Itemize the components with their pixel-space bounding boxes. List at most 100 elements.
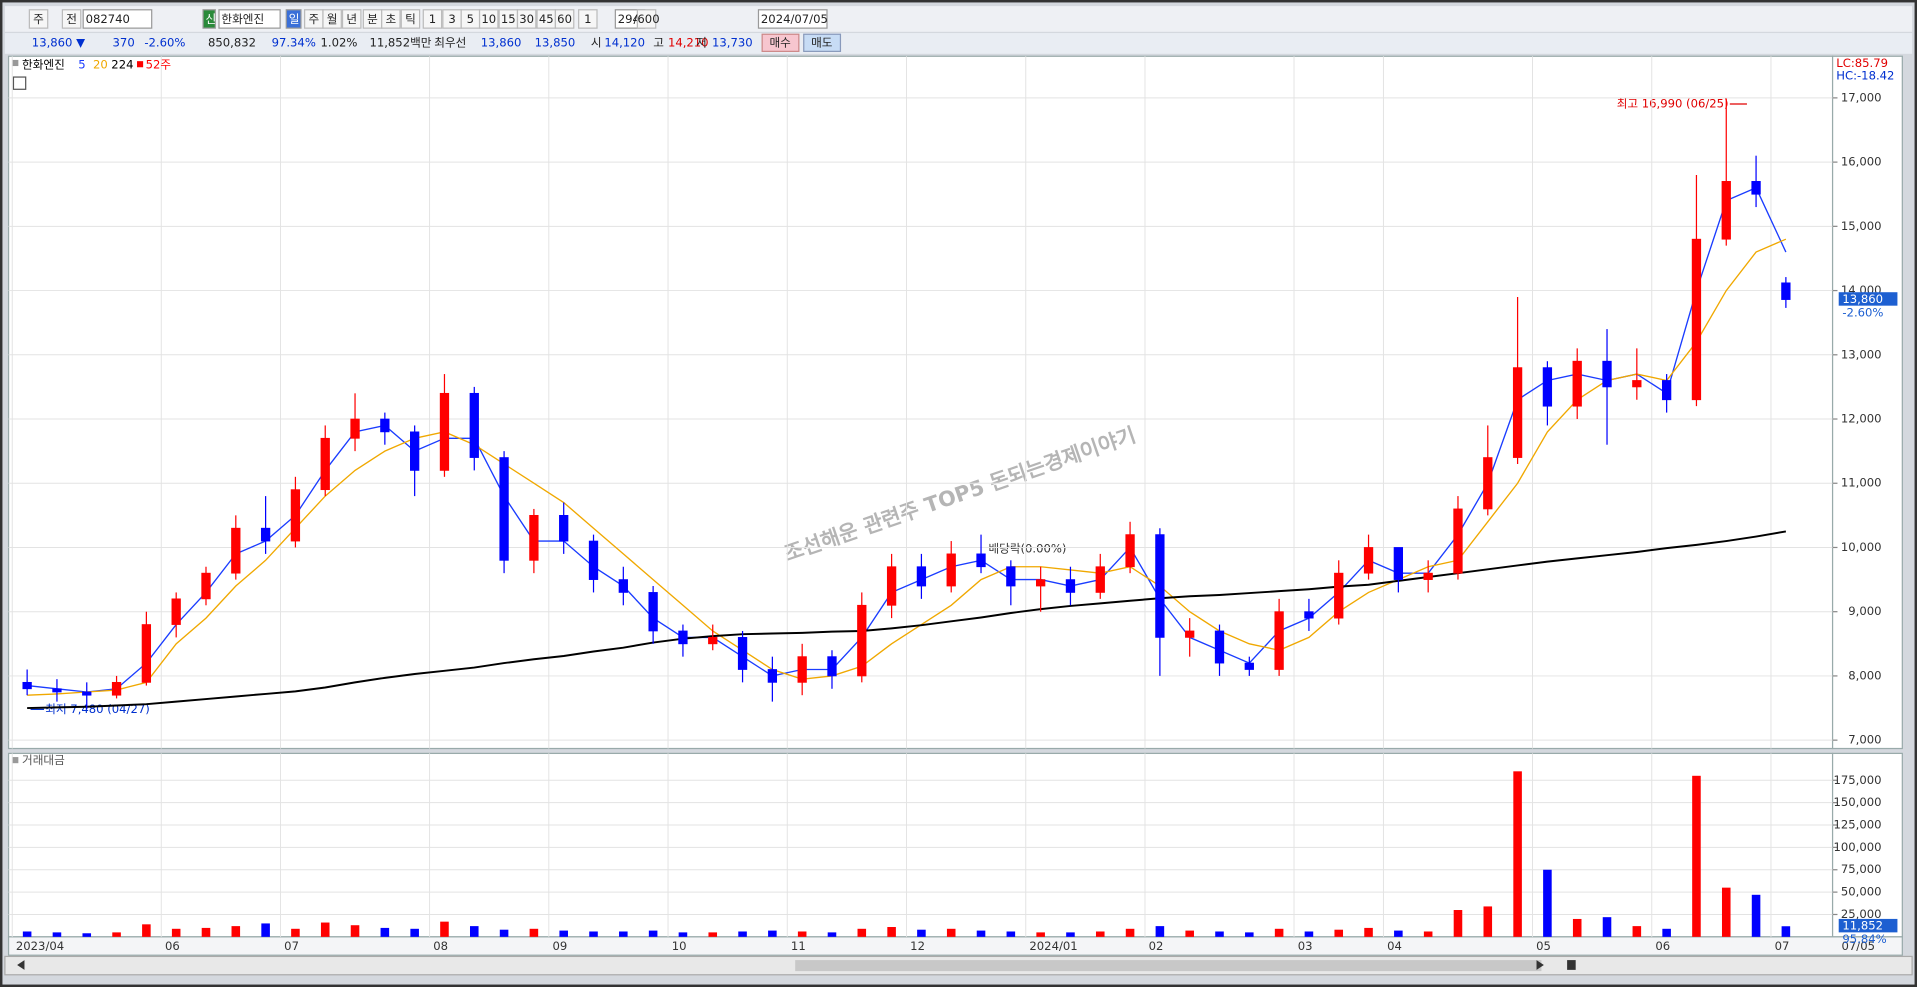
toolbar-box[interactable] xyxy=(82,9,153,29)
x-tick-label: 2023/04 xyxy=(16,939,64,953)
y-tick-label: 13,000 xyxy=(1841,347,1882,361)
quote-item: 13,730 xyxy=(712,35,753,49)
toolbar-item[interactable]: 초 xyxy=(386,12,397,26)
toolbar-item[interactable]: 월 xyxy=(327,12,338,26)
x-tick-label: 12 xyxy=(910,939,925,953)
y-tick-label: 50,000 xyxy=(1841,885,1882,899)
volume-bar xyxy=(1125,928,1135,937)
toolbar-box[interactable] xyxy=(285,9,302,29)
toolbar-button[interactable] xyxy=(61,9,82,29)
toolbar-button[interactable] xyxy=(28,9,49,29)
toolbar-item[interactable]: 한화엔진 xyxy=(221,12,264,26)
quote-item: 13,860 ▼ xyxy=(32,35,85,49)
toolbar-item[interactable]: 5 xyxy=(467,12,474,26)
toolbar-item[interactable]: 1 xyxy=(584,12,591,26)
volume-bar xyxy=(469,926,479,937)
toolbar-box[interactable] xyxy=(757,9,828,29)
quote-item: 고 xyxy=(653,35,664,49)
sell-button[interactable] xyxy=(803,33,842,52)
scroll-right[interactable] xyxy=(1536,960,1544,970)
volume-bar xyxy=(1572,918,1582,937)
toolbar-item[interactable]: 틱 xyxy=(405,12,416,26)
candle-body xyxy=(827,656,837,677)
panel-icon[interactable] xyxy=(12,76,27,90)
toolbar-item[interactable]: 일 xyxy=(289,12,300,26)
candle-body xyxy=(886,566,897,606)
volume-bar xyxy=(1274,928,1284,937)
toolbar-item[interactable]: 년 xyxy=(346,12,357,26)
scroll-left[interactable] xyxy=(17,960,25,970)
toolbar-box[interactable] xyxy=(218,9,281,29)
ma-line xyxy=(27,238,1787,696)
volume-bar xyxy=(499,929,509,937)
candle-body xyxy=(976,553,986,568)
buy-button[interactable] xyxy=(761,33,800,52)
legend-entry: 224 xyxy=(111,57,133,71)
y-tick-label: 100,000 xyxy=(1834,840,1882,854)
toolbar-button[interactable] xyxy=(341,9,362,29)
toolbar-item[interactable]: 주 xyxy=(33,12,44,26)
quote-item: 97.34% xyxy=(272,35,316,49)
scroll-thumb[interactable] xyxy=(795,960,1542,972)
legend-swatch xyxy=(137,61,144,68)
quote-item: 11,852백만 xyxy=(369,35,431,49)
stop-button[interactable] xyxy=(1567,960,1576,970)
x-tick-label: 03 xyxy=(1298,939,1313,953)
toolbar-button[interactable] xyxy=(381,9,401,29)
toolbar-button[interactable] xyxy=(578,9,598,29)
candle-body xyxy=(946,553,956,587)
candle-body xyxy=(1125,534,1135,568)
toolbar-button[interactable] xyxy=(422,9,443,29)
toolbar-item[interactable]: 294 xyxy=(618,12,640,26)
y-tick-label: 11,000 xyxy=(1841,476,1882,490)
volume-bar xyxy=(261,923,270,937)
toolbar-item[interactable]: 주 xyxy=(308,12,319,26)
toolbar-item[interactable]: 신 xyxy=(206,12,217,26)
volume-bar xyxy=(1543,869,1552,937)
lc-label: LC:85.79 xyxy=(1836,56,1888,70)
toolbar-button[interactable] xyxy=(516,9,537,29)
candle-body xyxy=(1334,572,1344,619)
quote-item[interactable]: 매수 xyxy=(769,35,791,49)
last-date: 07/05 xyxy=(1842,939,1875,953)
toolbar-button[interactable] xyxy=(478,9,499,29)
volume-bar xyxy=(1304,931,1314,937)
toolbar-item[interactable]: 분 xyxy=(367,12,378,26)
toolbar-box[interactable] xyxy=(202,9,216,29)
toolbar-item[interactable]: 15 xyxy=(501,12,516,26)
toolbar-item[interactable]: 2024/07/05 xyxy=(761,12,828,26)
x-tick-label: 2024/01 xyxy=(1029,939,1077,953)
volume-bar xyxy=(142,924,151,937)
volume-bar xyxy=(559,930,568,937)
toolbar-item[interactable]: 60 xyxy=(557,12,572,26)
candle-body xyxy=(171,598,181,625)
toolbar-button[interactable] xyxy=(636,9,657,29)
candle-body xyxy=(22,681,32,690)
candle-body xyxy=(648,592,658,632)
toolbar-item[interactable]: 전 xyxy=(66,12,77,26)
toolbar-item[interactable]: 3 xyxy=(448,12,455,26)
volume-bar xyxy=(1483,906,1493,937)
toolbar-item[interactable]: 1 xyxy=(429,12,436,26)
toolbar-button[interactable] xyxy=(400,9,421,29)
x-tick-label: 06 xyxy=(1655,939,1670,953)
y-tick-label: 16,000 xyxy=(1841,155,1882,169)
quote-item[interactable]: 매도 xyxy=(811,35,833,49)
toolbar-item[interactable]: 45 xyxy=(539,12,554,26)
candle-body xyxy=(201,572,211,600)
toolbar-button[interactable] xyxy=(322,9,342,29)
volume-bar xyxy=(440,921,449,937)
price-axis-panel xyxy=(1831,55,1903,750)
toolbar-item[interactable]: /600 xyxy=(634,12,660,26)
toolbar-button[interactable] xyxy=(554,9,575,29)
toolbar-item[interactable]: 082740 xyxy=(86,12,130,26)
volume-bar xyxy=(231,926,241,937)
ma-line xyxy=(27,186,1787,693)
candle-body xyxy=(1065,579,1076,593)
y-tick-label: 10,000 xyxy=(1841,540,1882,554)
price-panel xyxy=(7,55,1834,750)
toolbar-item[interactable]: 10 xyxy=(481,12,496,26)
toolbar-item[interactable]: 30 xyxy=(519,12,534,26)
